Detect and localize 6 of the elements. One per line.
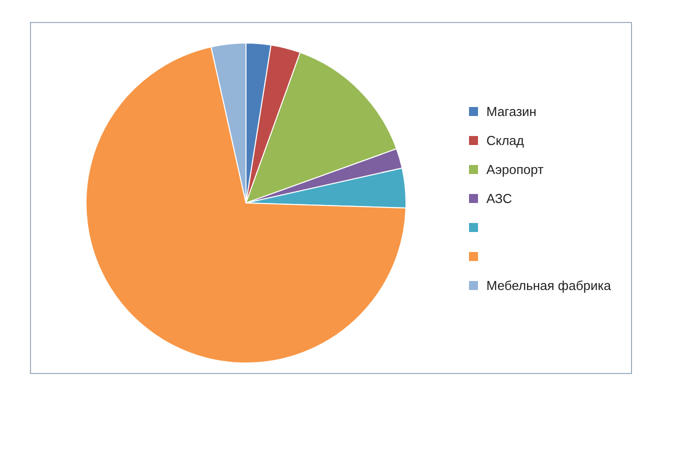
pie-slice <box>86 46 406 364</box>
legend-label: АЗС <box>486 190 512 206</box>
legend-label: Аэропорт <box>486 162 544 176</box>
legend-label: Магазин <box>486 104 536 118</box>
legend-label: Мебельная фабрика <box>486 278 611 292</box>
legend-label: Склад <box>486 132 524 148</box>
